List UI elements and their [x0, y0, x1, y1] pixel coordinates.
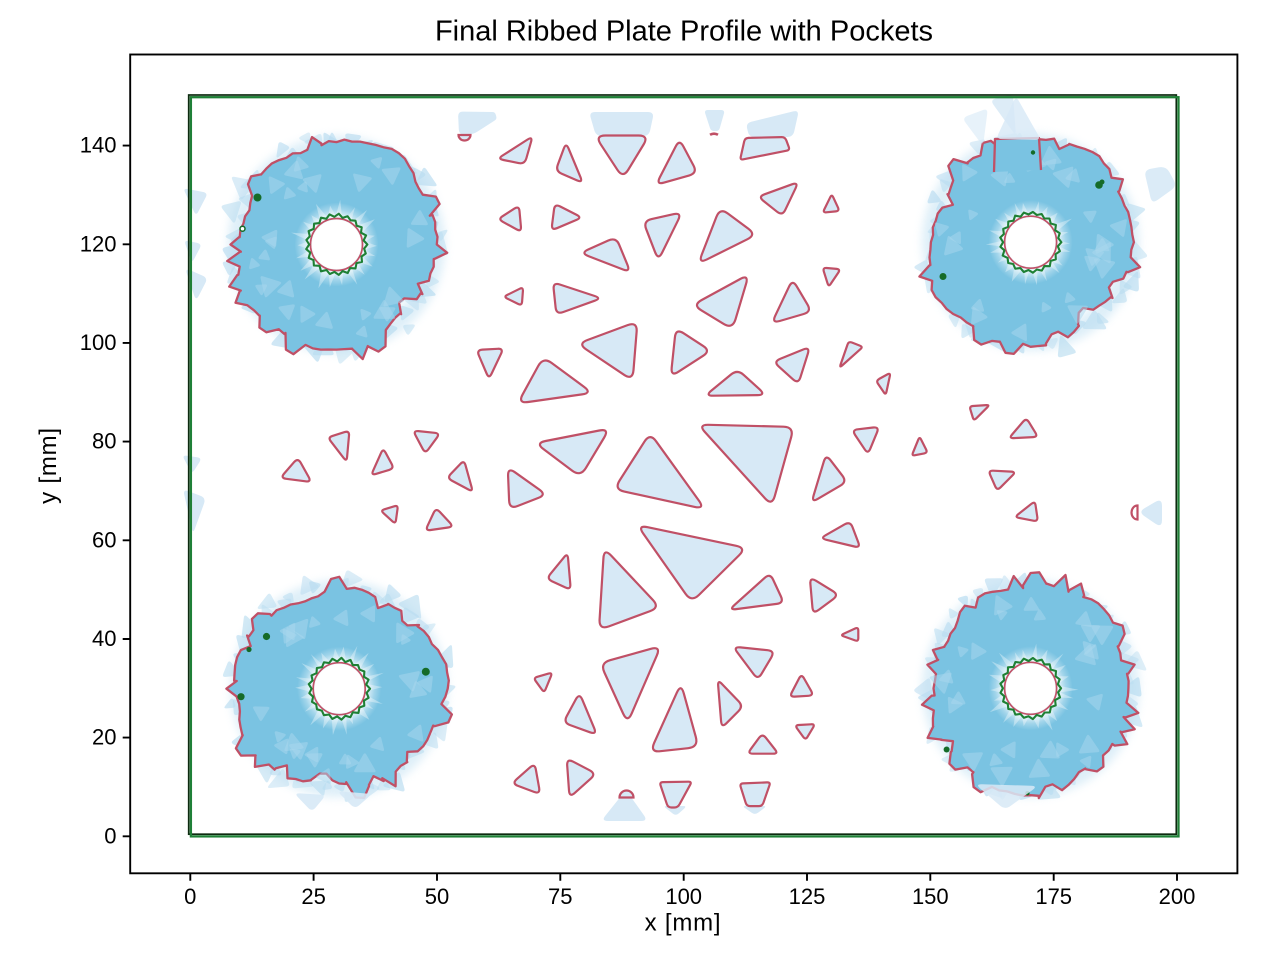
svg-text:20: 20 — [92, 725, 116, 750]
svg-text:40: 40 — [92, 626, 116, 651]
svg-text:x [mm]: x [mm] — [645, 910, 722, 937]
svg-text:200: 200 — [1159, 884, 1196, 909]
svg-text:150: 150 — [912, 884, 949, 909]
svg-text:y [mm]: y [mm] — [35, 427, 62, 504]
svg-text:Final Ribbed Plate Profile wit: Final Ribbed Plate Profile with Pockets — [435, 16, 933, 48]
svg-text:100: 100 — [665, 884, 702, 909]
svg-text:60: 60 — [92, 527, 116, 552]
svg-text:50: 50 — [425, 884, 449, 909]
svg-text:0: 0 — [184, 884, 196, 909]
svg-text:80: 80 — [92, 429, 116, 454]
svg-text:100: 100 — [80, 330, 117, 355]
svg-text:75: 75 — [548, 884, 572, 909]
svg-text:140: 140 — [80, 133, 117, 158]
svg-text:0: 0 — [104, 823, 116, 848]
svg-text:25: 25 — [301, 884, 325, 909]
svg-text:120: 120 — [80, 231, 117, 256]
svg-text:175: 175 — [1035, 884, 1072, 909]
svg-text:125: 125 — [789, 884, 826, 909]
